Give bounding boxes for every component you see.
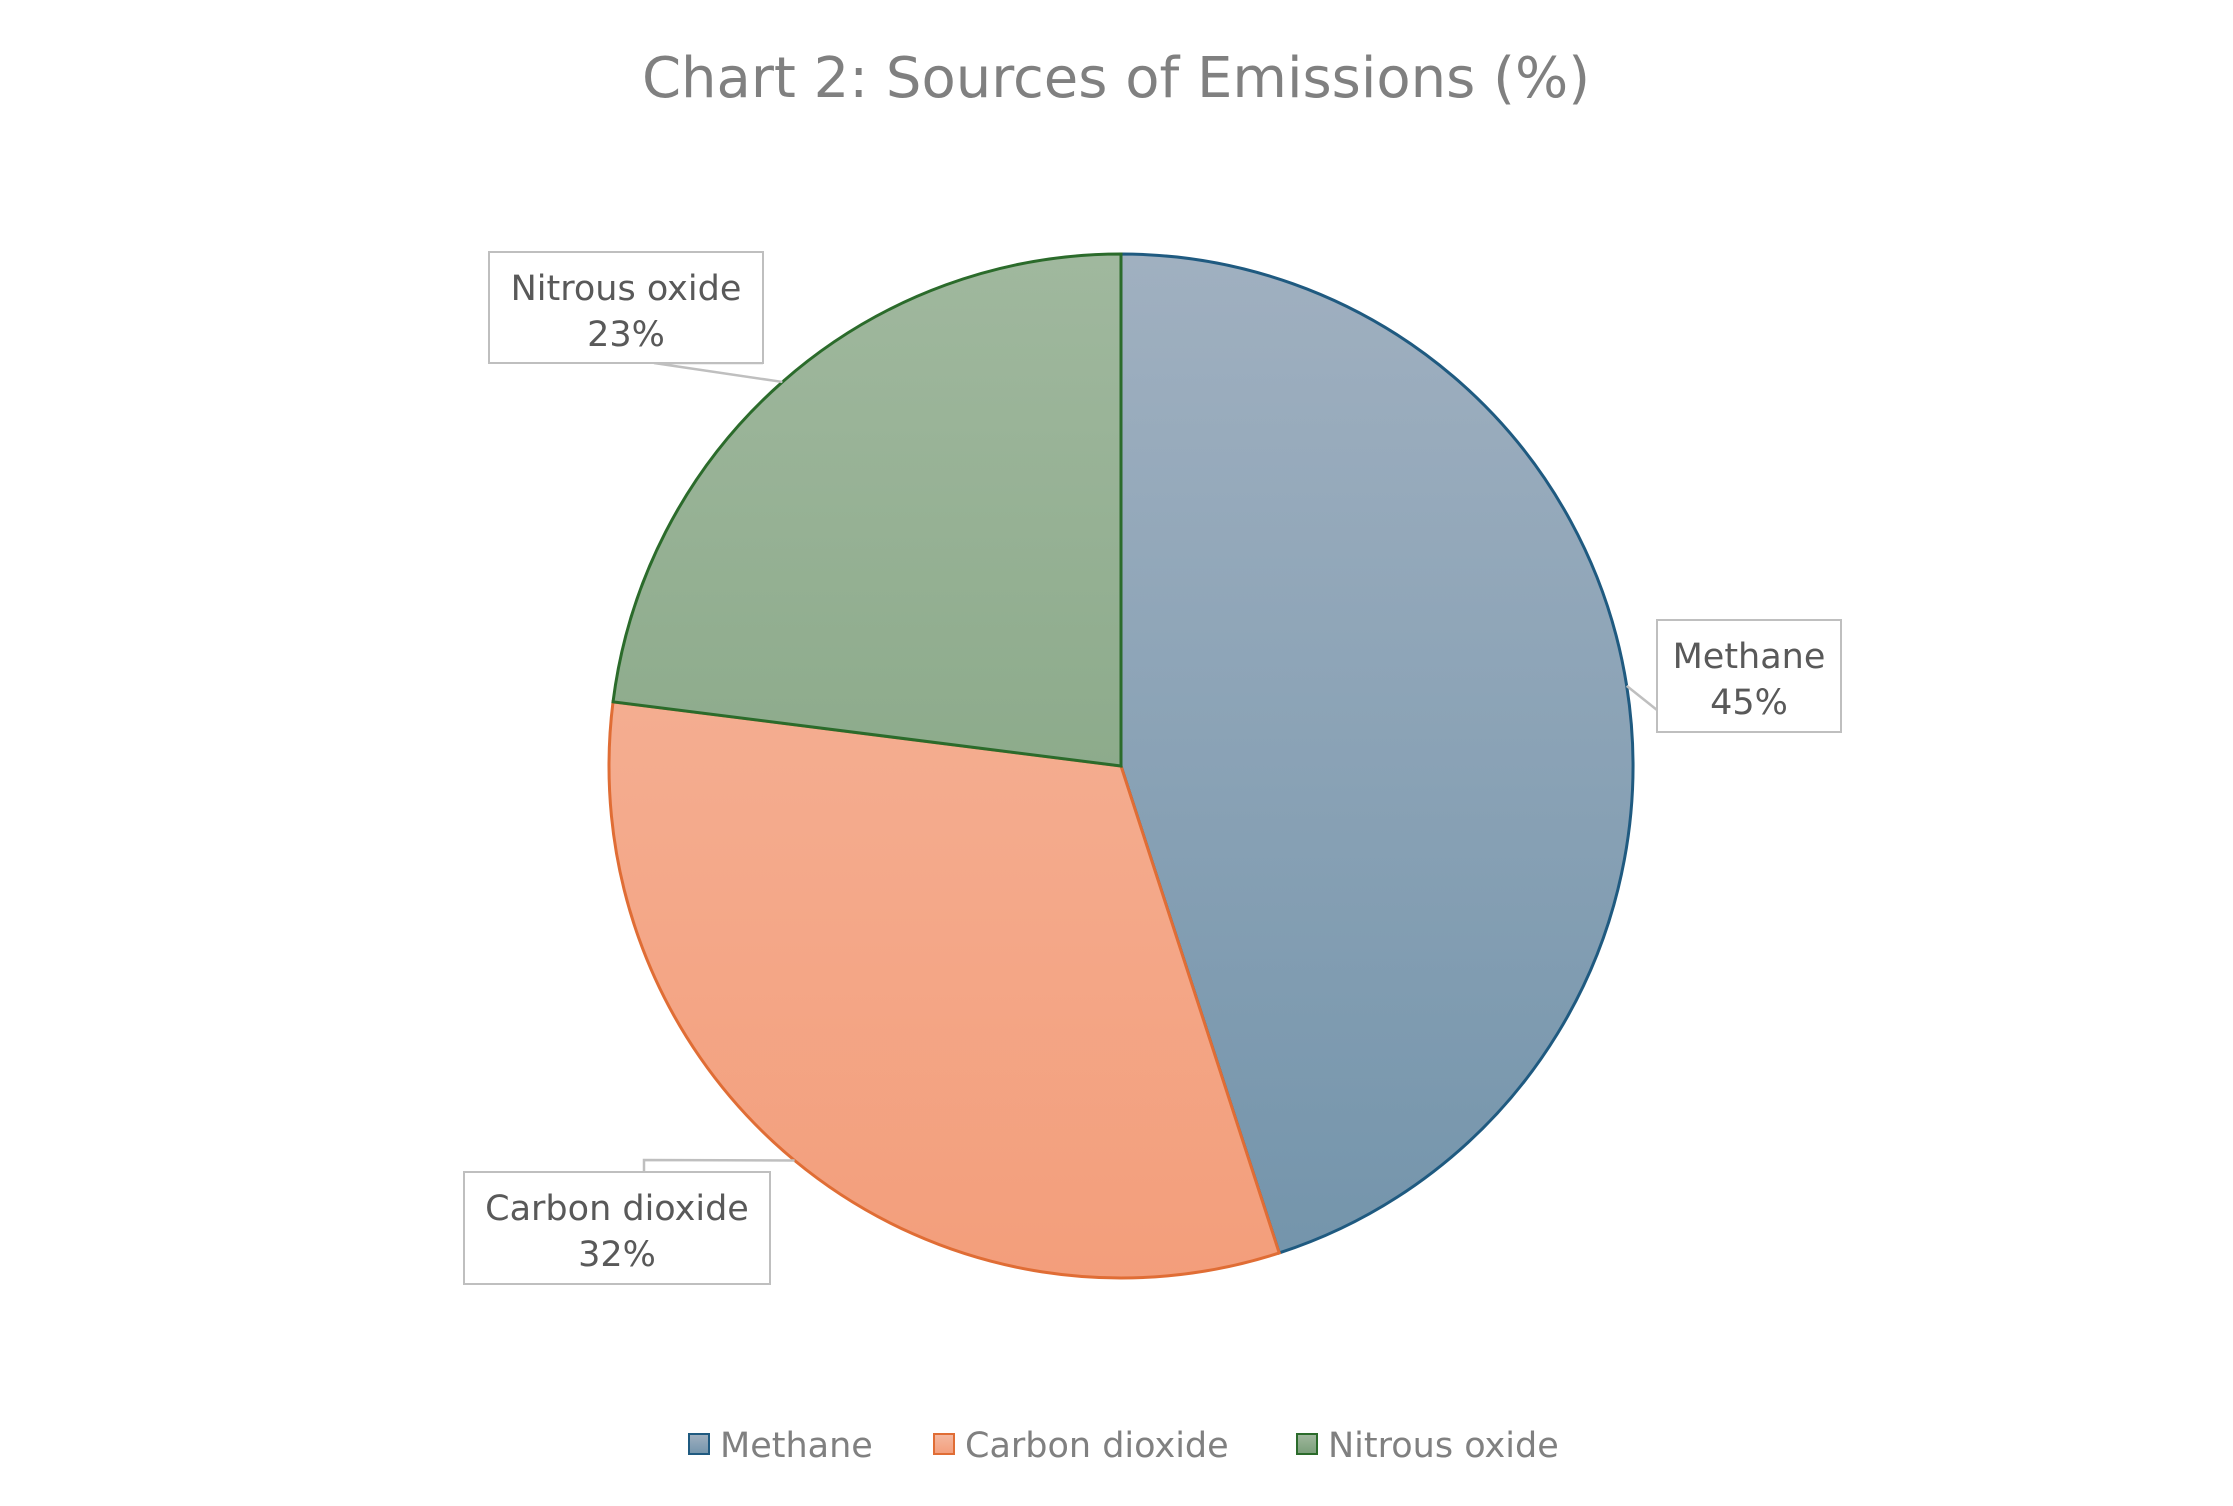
legend-label-nitrous-oxide: Nitrous oxide [1328, 1426, 1559, 1466]
data-label-box-methane [1656, 619, 1842, 733]
data-label-name-nitrous-oxide: Nitrous oxide [511, 269, 742, 309]
data-label-box-nitrous-oxide [488, 251, 764, 364]
data-label-box-carbon-dioxide [463, 1171, 771, 1285]
data-label-value-methane: 45% [1710, 683, 1788, 723]
data-labels: Methane 45% Carbon dioxide 32% Nitrous oxide… [463, 251, 1842, 1285]
data-label-value-carbon-dioxide: 32% [578, 1235, 656, 1275]
data-label-name-methane: Methane [1673, 637, 1826, 677]
legend-label-methane: Methane [720, 1426, 873, 1466]
leader-line-methane [1625, 684, 1658, 711]
legend-swatch-carbon-dioxide [933, 1433, 955, 1455]
legend: Methane Carbon dioxide Nitrous oxide [688, 1426, 1559, 1466]
leader-line-nitrous-oxide [653, 361, 783, 384]
data-label-name-carbon-dioxide: Carbon dioxide [485, 1189, 749, 1229]
pie-slices [607, 252, 1635, 1280]
chart-title: Chart 2: Sources of Emissions (%) [642, 46, 1590, 111]
leader-line-carbon-dioxide [642, 1158, 795, 1172]
data-label-value-nitrous-oxide: 23% [587, 315, 665, 355]
pie-slice-carbon-dioxide [607, 700, 1282, 1280]
legend-swatch-methane [688, 1433, 710, 1455]
legend-label-carbon-dioxide: Carbon dioxide [965, 1426, 1229, 1466]
legend-swatch-nitrous-oxide [1296, 1433, 1318, 1455]
pie-slice-methane [1119, 252, 1635, 1255]
